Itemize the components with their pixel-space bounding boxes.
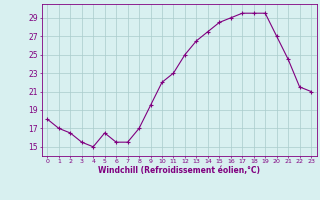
X-axis label: Windchill (Refroidissement éolien,°C): Windchill (Refroidissement éolien,°C): [98, 166, 260, 175]
